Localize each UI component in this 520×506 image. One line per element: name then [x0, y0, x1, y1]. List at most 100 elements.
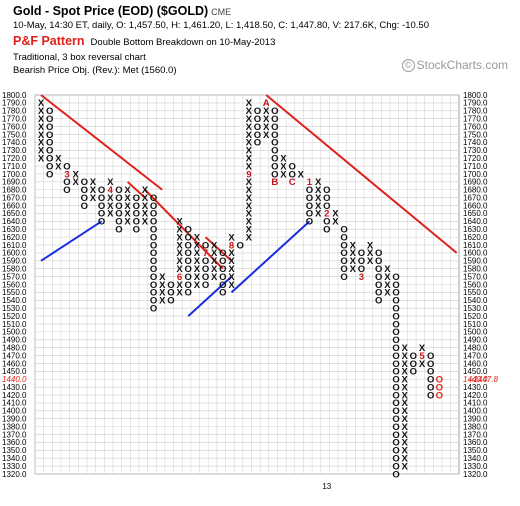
y-tick-label-right: 1350.0: [463, 446, 488, 455]
pattern-text: Double Bottom Breakdown on 10-May-2013: [90, 37, 276, 48]
month-marker: 8: [229, 240, 234, 251]
y-tick-label-left: 1800.0: [2, 91, 27, 100]
o-box: O: [427, 359, 434, 370]
y-tick-label-right: 1560.0: [463, 280, 488, 289]
y-tick-label-left: 1590.0: [2, 257, 27, 266]
x-box: X: [228, 264, 235, 275]
x-box: X: [142, 201, 149, 212]
o-box: O: [133, 209, 140, 220]
x-box: X: [419, 359, 426, 370]
y-tick-label-left: 1690.0: [2, 178, 27, 187]
x-box: X: [246, 122, 253, 133]
o-box: O: [46, 146, 53, 157]
y-tick-label-right: 1700.0: [463, 170, 488, 179]
trendline-red: [265, 94, 458, 254]
o-box: O: [133, 201, 140, 212]
x-box: X: [402, 382, 409, 393]
x-box: X: [55, 153, 62, 164]
x-box: X: [246, 185, 253, 196]
y-tick-label-left: 1670.0: [2, 193, 27, 202]
current-o-box: O: [436, 382, 443, 393]
o-box: O: [150, 280, 157, 291]
y-tick-label-right: 1460.0: [463, 359, 488, 368]
o-box: O: [81, 177, 88, 188]
chart-title: Gold - Spot Price (EOD) ($GOLD) CME: [13, 4, 231, 18]
o-box: O: [81, 193, 88, 204]
x-box: X: [315, 201, 322, 212]
o-box: O: [271, 169, 278, 180]
y-tick-label-left: 1510.0: [2, 320, 27, 329]
o-box: O: [167, 280, 174, 291]
y-tick-label-right: 1510.0: [463, 320, 488, 329]
y-tick-label-left: 1660.0: [2, 201, 27, 210]
o-box: O: [392, 272, 399, 283]
o-box: O: [98, 201, 105, 212]
x-box: X: [38, 130, 45, 141]
x-box: X: [38, 114, 45, 125]
o-box: O: [392, 319, 399, 330]
o-box: O: [63, 185, 70, 196]
y-tick-label-left: 1790.0: [2, 99, 27, 108]
x-box: X: [402, 438, 409, 449]
x-box: X: [211, 256, 218, 267]
x-box: X: [55, 161, 62, 172]
x-box: X: [176, 288, 183, 299]
o-box: O: [392, 446, 399, 457]
o-box: O: [271, 106, 278, 117]
o-box: O: [115, 225, 122, 236]
o-box: O: [375, 256, 382, 267]
y-tick-label-right: 1650.0: [463, 209, 488, 218]
x-box: X: [159, 296, 166, 307]
o-box: O: [150, 296, 157, 307]
y-tick-label-left: 1450.0: [2, 367, 27, 376]
o-box: O: [202, 264, 209, 275]
o-box: O: [46, 138, 53, 149]
y-tick-label-left: 1420.0: [2, 391, 27, 400]
o-box: O: [46, 161, 53, 172]
y-tick-label-right: 1420.0: [463, 391, 488, 400]
x-box: X: [38, 98, 45, 109]
o-box: O: [150, 272, 157, 283]
o-box: O: [254, 130, 261, 141]
current-o-box: O: [436, 390, 443, 401]
x-box: X: [211, 248, 218, 259]
x-box: X: [246, 177, 253, 188]
o-box: O: [392, 280, 399, 291]
o-box: O: [392, 469, 399, 480]
x-box: X: [402, 461, 409, 472]
y-tick-label-left: 1320.0: [2, 470, 27, 479]
x-box: X: [367, 256, 374, 267]
o-box: O: [427, 367, 434, 378]
y-tick-label-left: 1470.0: [2, 351, 27, 360]
y-tick-label-right: 1620.0: [463, 233, 488, 242]
o-box: O: [202, 240, 209, 251]
o-box: O: [392, 375, 399, 386]
x-box: X: [107, 201, 114, 212]
y-tick-label-right: 1550.0: [463, 288, 488, 297]
y-tick-label-right: 1530.0: [463, 304, 488, 313]
y-tick-label-left: 1580.0: [2, 265, 27, 274]
y-tick-label-left: 1550.0: [2, 288, 27, 297]
month-marker: 3: [64, 169, 69, 180]
o-box: O: [323, 201, 330, 212]
x-box: X: [384, 272, 391, 283]
month-marker: 6: [177, 272, 182, 283]
o-box: O: [375, 272, 382, 283]
o-box: O: [46, 153, 53, 164]
chart-method: Traditional, 3 box reversal chart: [13, 52, 146, 63]
x-box: X: [246, 130, 253, 141]
y-tick-label-left: 1620.0: [2, 233, 27, 242]
o-box: O: [410, 367, 417, 378]
x-box: X: [38, 138, 45, 149]
o-box: O: [167, 288, 174, 299]
o-box: O: [254, 106, 261, 117]
x-box: X: [246, 201, 253, 212]
o-box: O: [340, 272, 347, 283]
x-box: X: [142, 209, 149, 220]
y-tick-label-right: 1400.0: [463, 407, 488, 416]
y-tick-label-right: 1690.0: [463, 178, 488, 187]
x-box: X: [246, 138, 253, 149]
x-box: X: [194, 272, 201, 283]
y-tick-label-right: 1480.0: [463, 343, 488, 352]
x-box: X: [315, 185, 322, 196]
